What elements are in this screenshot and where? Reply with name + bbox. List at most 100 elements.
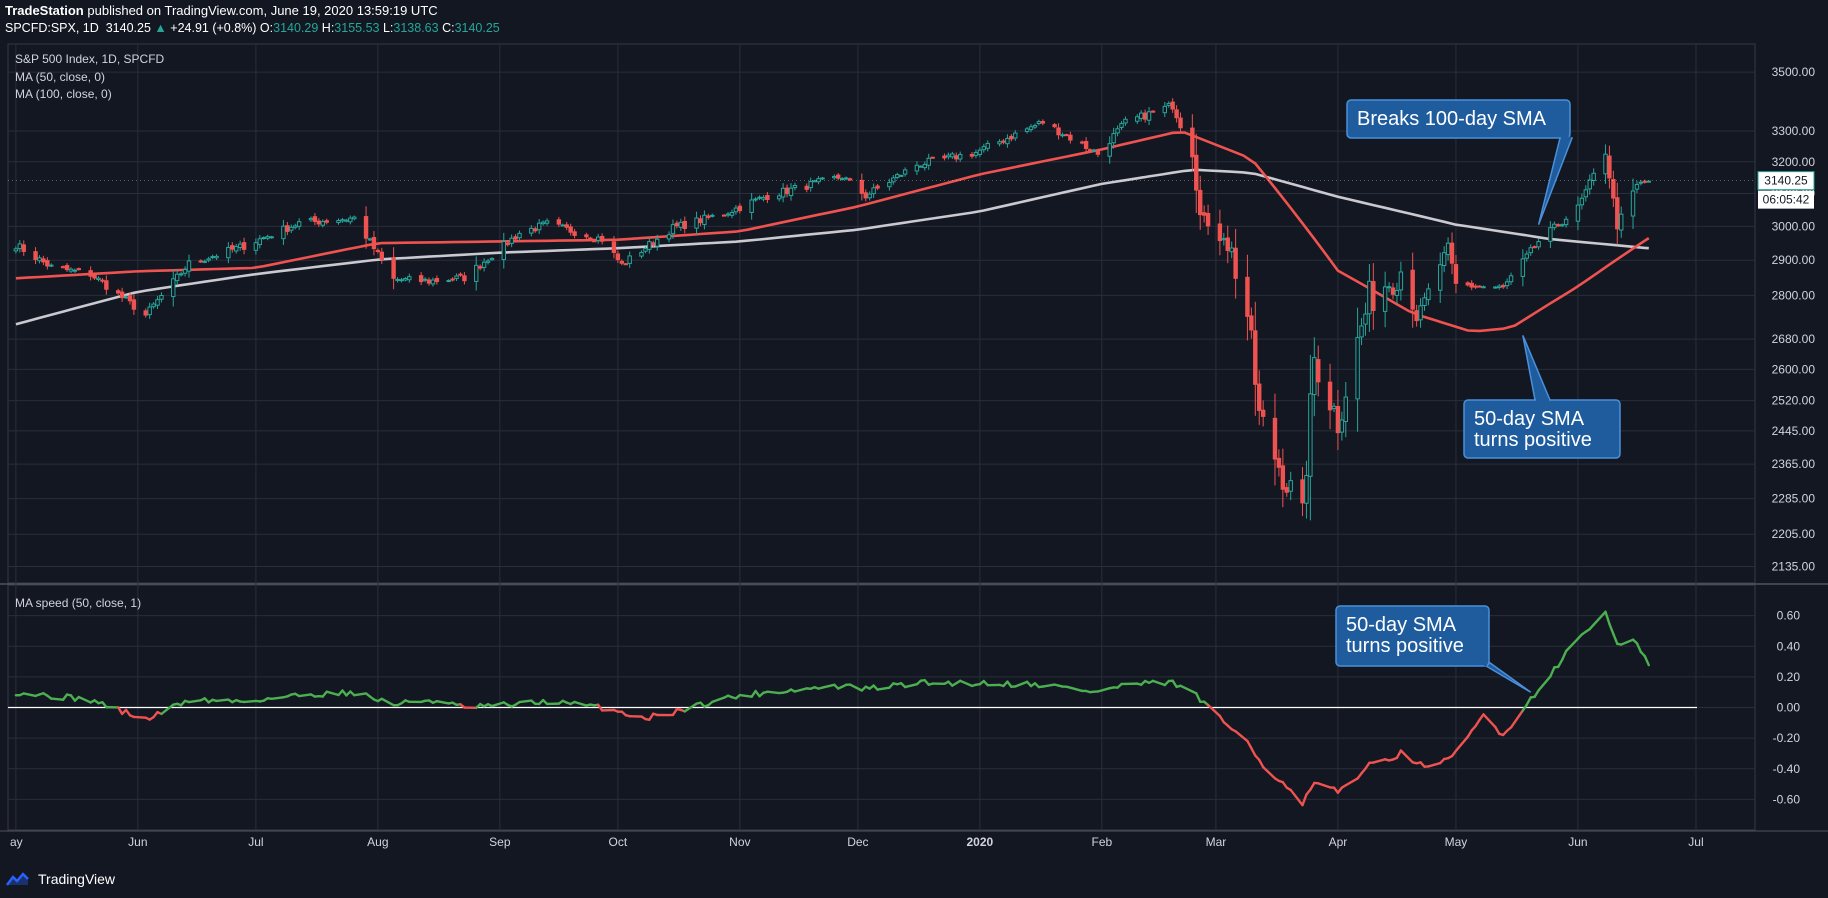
- speed-segment: [1474, 718, 1481, 728]
- speed-segment: [1261, 765, 1277, 780]
- candle: [1276, 449, 1282, 477]
- candle: [1473, 284, 1478, 290]
- candle: [1253, 301, 1258, 416]
- candle: [1575, 196, 1581, 231]
- speed-y-tick-label: -0.60: [1773, 792, 1801, 806]
- candle: [1260, 400, 1266, 427]
- publisher-name[interactable]: TradeStation: [5, 3, 84, 18]
- candle: [1556, 223, 1561, 228]
- candle: [174, 269, 180, 285]
- speed-segment: [1014, 680, 1029, 688]
- candle: [1414, 304, 1419, 327]
- open-value: 3140.29: [273, 21, 319, 35]
- candle: [1355, 307, 1360, 432]
- tradingview-logo-icon: [6, 872, 29, 886]
- candle: [804, 183, 809, 193]
- candle: [418, 272, 424, 286]
- candle: [1559, 223, 1565, 228]
- candle: [670, 219, 676, 239]
- candle: [784, 184, 790, 198]
- candle: [1304, 460, 1309, 519]
- speed-segment: [1344, 777, 1359, 787]
- candle: [1308, 354, 1313, 521]
- candle: [733, 205, 739, 215]
- speed-segment: [1151, 679, 1166, 687]
- speed-segment: [1289, 788, 1304, 807]
- candle: [159, 292, 164, 303]
- speed-segment: [876, 686, 891, 691]
- speed-segment: [160, 703, 175, 716]
- candle: [151, 302, 156, 309]
- candle: [1579, 193, 1585, 210]
- candle: [202, 259, 207, 264]
- speed-segment: [848, 683, 864, 692]
- candle: [399, 277, 404, 283]
- candle: [60, 265, 66, 269]
- candle: [1028, 124, 1034, 133]
- x-tick-label: Aug: [367, 835, 388, 849]
- ma100-line: [15, 168, 1649, 326]
- candle: [1150, 110, 1156, 113]
- speed-segment: [116, 706, 124, 716]
- candle: [1441, 246, 1447, 273]
- x-tick-label: Jul: [1688, 835, 1703, 849]
- candle: [41, 255, 46, 265]
- candle: [186, 254, 192, 278]
- speed-segment: [325, 690, 340, 697]
- candle: [198, 259, 204, 263]
- candle: [1221, 232, 1227, 246]
- candle: [123, 295, 129, 299]
- low-value: 3138.63: [393, 21, 439, 35]
- candle: [320, 219, 325, 228]
- speed-y-tick-label: 0.60: [1777, 609, 1801, 623]
- candle: [1170, 98, 1175, 113]
- tradingview-footer[interactable]: TradingView: [6, 868, 115, 890]
- speed-segment: [1549, 666, 1556, 678]
- speed-segment: [1604, 610, 1611, 626]
- x-tick-label: Jun: [128, 835, 147, 849]
- candle: [957, 151, 963, 162]
- open-label: O:: [259, 21, 274, 35]
- candle: [450, 277, 455, 282]
- ma100-legend: MA (100, close, 0): [15, 87, 112, 101]
- ma50-legend: MA (50, close, 0): [15, 70, 105, 84]
- last-price-label: 3140.25: [1764, 174, 1808, 188]
- candle: [21, 240, 26, 256]
- high-label: H:: [321, 21, 335, 35]
- candle: [895, 172, 900, 180]
- candle: [261, 236, 266, 240]
- x-tick-label: Apr: [1329, 835, 1348, 849]
- candle: [1052, 122, 1057, 129]
- speed-segment: [1454, 735, 1469, 752]
- candle: [564, 221, 569, 231]
- speed-segment: [22, 692, 37, 698]
- candle: [946, 152, 951, 160]
- speed-segment: [380, 697, 395, 707]
- y-tick-label: 2520.00: [1772, 394, 1816, 408]
- speed-segment: [1041, 683, 1056, 688]
- speed-segment: [1525, 696, 1532, 706]
- x-tick-label: Jul: [248, 835, 263, 849]
- candle: [210, 254, 215, 260]
- candle: [13, 246, 19, 254]
- candle: [1497, 283, 1502, 290]
- candle: [481, 258, 487, 272]
- speed-segment: [1509, 709, 1525, 729]
- candle: [1607, 145, 1612, 189]
- candle: [1146, 106, 1152, 126]
- candle: [68, 267, 74, 273]
- candle: [792, 182, 798, 191]
- speed-segment: [1301, 793, 1308, 807]
- candle: [1217, 209, 1223, 256]
- candle: [1040, 119, 1046, 126]
- candle: [513, 234, 518, 242]
- candle: [623, 262, 628, 266]
- candle: [131, 294, 137, 315]
- speed-segment: [1494, 725, 1501, 736]
- candle: [812, 179, 817, 183]
- candle: [1123, 116, 1128, 126]
- candle: [816, 176, 821, 185]
